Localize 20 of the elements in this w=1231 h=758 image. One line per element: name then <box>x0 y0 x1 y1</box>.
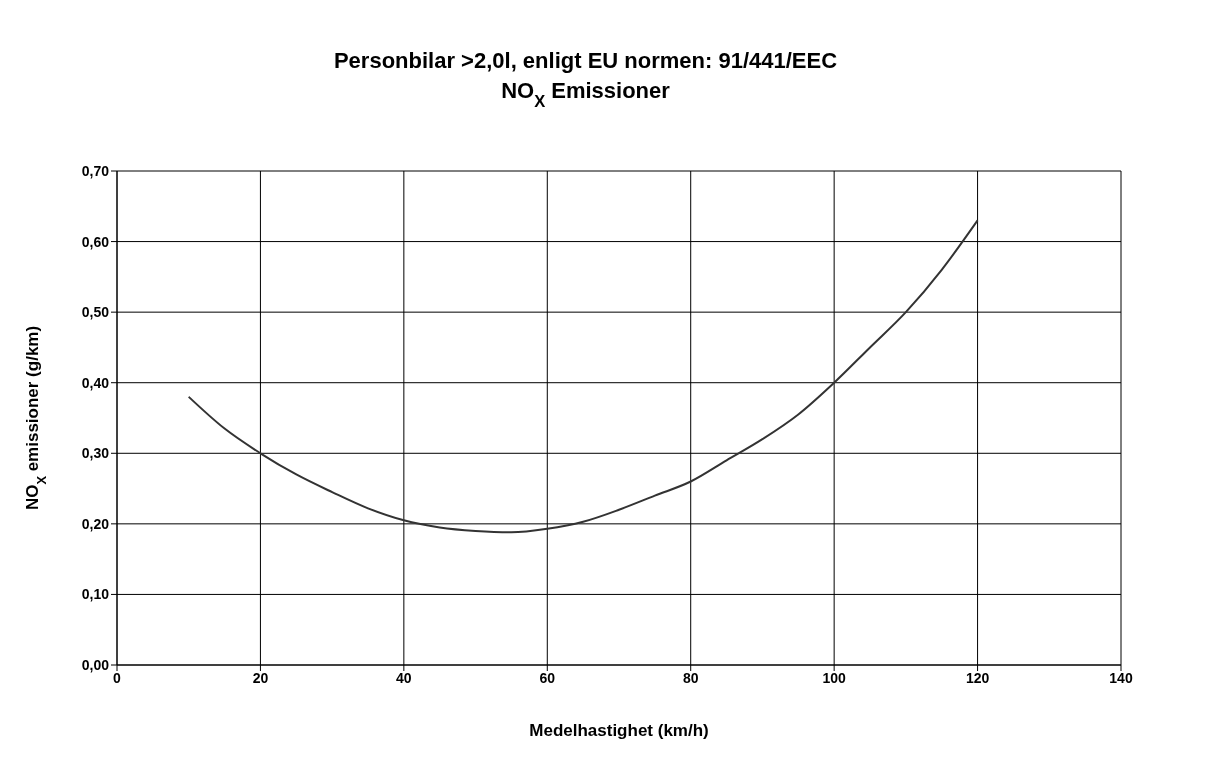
y-tick-label: 0,70 <box>81 162 110 179</box>
x-tick-label: 100 <box>822 669 847 686</box>
x-tick-label: 20 <box>252 669 269 686</box>
y-tick-label: 0,00 <box>81 656 110 673</box>
chart-title: Personbilar >2,0l, enligt EU normen: 91/441/EEC <box>333 48 838 73</box>
x-tick-label: 120 <box>965 669 990 686</box>
x-tick-label: 40 <box>396 669 412 686</box>
x-tick-label: 0 <box>113 669 122 686</box>
y-tick-label: 0,20 <box>81 515 110 532</box>
x-tick-label: 80 <box>682 669 699 686</box>
y-tick-label: 0,60 <box>81 233 110 250</box>
y-tick-label: 0,40 <box>81 374 110 391</box>
y-tick-label: 0,50 <box>81 304 110 321</box>
y-tick-label: 0,30 <box>81 445 110 462</box>
y-tick-label: 0,10 <box>81 586 110 603</box>
x-tick-label: 60 <box>539 669 556 686</box>
x-tick-label: 140 <box>1109 669 1133 686</box>
chart-subtitle: NO$_{X}$ Emissioner <box>501 78 671 110</box>
x-axis-title: Medelhastighet (km/h) <box>529 721 709 740</box>
line-series <box>187 219 979 534</box>
